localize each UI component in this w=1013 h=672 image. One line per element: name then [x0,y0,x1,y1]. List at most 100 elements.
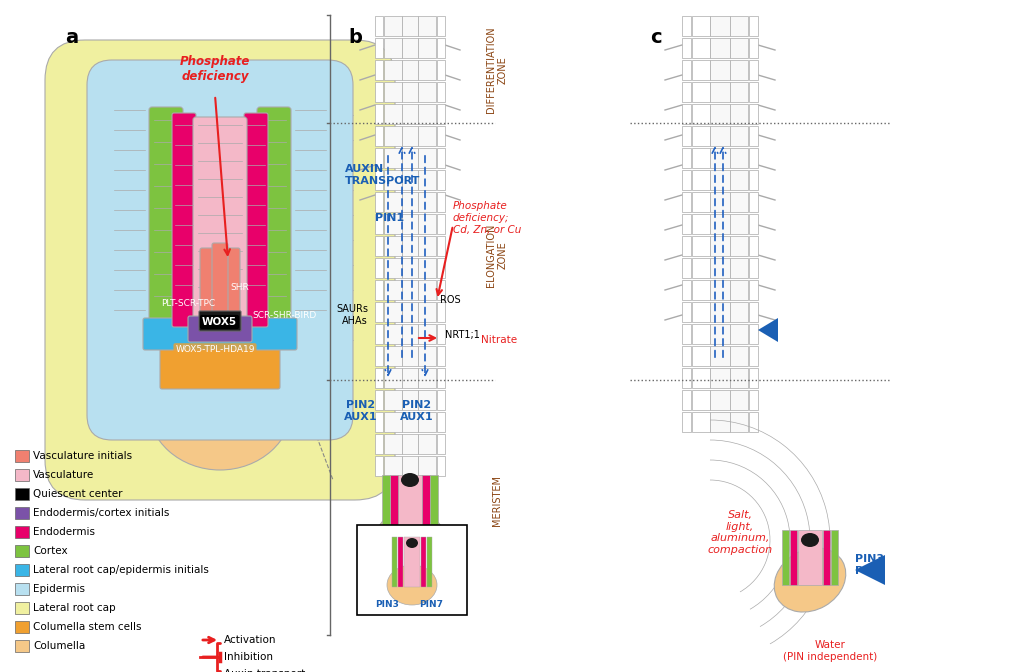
Text: Water
(PIN independent): Water (PIN independent) [783,640,877,662]
FancyBboxPatch shape [212,243,228,322]
FancyBboxPatch shape [375,324,383,344]
FancyBboxPatch shape [682,38,691,58]
FancyBboxPatch shape [692,170,710,190]
FancyBboxPatch shape [375,412,383,432]
FancyBboxPatch shape [418,192,436,212]
FancyBboxPatch shape [384,82,402,102]
FancyBboxPatch shape [418,236,436,256]
FancyBboxPatch shape [437,236,445,256]
Text: Vasculature: Vasculature [33,470,94,480]
Text: Quiescent center: Quiescent center [33,489,123,499]
FancyBboxPatch shape [790,530,797,585]
FancyBboxPatch shape [15,583,29,595]
FancyBboxPatch shape [384,214,402,234]
FancyBboxPatch shape [87,60,353,440]
FancyBboxPatch shape [402,16,418,36]
Text: Auxin transport: Auxin transport [224,669,305,672]
FancyBboxPatch shape [692,236,710,256]
FancyBboxPatch shape [749,280,758,300]
FancyBboxPatch shape [418,104,436,124]
FancyBboxPatch shape [392,537,397,587]
FancyBboxPatch shape [384,456,402,476]
FancyBboxPatch shape [437,16,445,36]
FancyBboxPatch shape [692,214,710,234]
FancyBboxPatch shape [710,38,730,58]
FancyBboxPatch shape [375,258,383,278]
Text: PIN3: PIN3 [375,600,399,609]
FancyBboxPatch shape [421,537,426,587]
FancyBboxPatch shape [682,82,691,102]
FancyBboxPatch shape [375,368,383,388]
FancyBboxPatch shape [402,236,418,256]
FancyBboxPatch shape [437,346,445,366]
FancyBboxPatch shape [749,390,758,410]
FancyBboxPatch shape [402,192,418,212]
FancyBboxPatch shape [437,60,445,80]
FancyBboxPatch shape [402,60,418,80]
FancyBboxPatch shape [15,602,29,614]
FancyBboxPatch shape [160,340,280,389]
FancyBboxPatch shape [710,126,730,146]
Text: Endodermis: Endodermis [33,527,95,537]
FancyBboxPatch shape [437,82,445,102]
FancyBboxPatch shape [710,82,730,102]
FancyBboxPatch shape [15,488,29,500]
FancyBboxPatch shape [375,60,383,80]
FancyBboxPatch shape [682,346,691,366]
FancyBboxPatch shape [384,148,402,168]
FancyBboxPatch shape [375,104,383,124]
FancyBboxPatch shape [418,302,436,322]
FancyBboxPatch shape [384,170,402,190]
FancyBboxPatch shape [437,170,445,190]
Text: Epidermis: Epidermis [33,584,85,594]
FancyBboxPatch shape [798,530,822,585]
FancyBboxPatch shape [710,192,730,212]
FancyBboxPatch shape [402,302,418,322]
FancyBboxPatch shape [402,412,418,432]
FancyBboxPatch shape [730,346,748,366]
Text: Columella: Columella [33,641,85,651]
Text: WOX5: WOX5 [202,317,237,327]
FancyBboxPatch shape [710,302,730,322]
Text: WOX5-TPL-HDA19: WOX5-TPL-HDA19 [175,345,254,354]
Text: Lateral root cap/epidermis initials: Lateral root cap/epidermis initials [33,565,209,575]
FancyBboxPatch shape [749,324,758,344]
FancyBboxPatch shape [375,236,383,256]
FancyBboxPatch shape [710,368,730,388]
FancyBboxPatch shape [375,434,383,454]
FancyBboxPatch shape [710,60,730,80]
FancyBboxPatch shape [692,258,710,278]
Ellipse shape [801,533,819,547]
FancyBboxPatch shape [749,192,758,212]
Text: Lateral root cap: Lateral root cap [33,603,115,613]
Text: MERISTEM: MERISTEM [492,474,502,526]
FancyBboxPatch shape [384,434,402,454]
FancyBboxPatch shape [692,412,710,432]
FancyBboxPatch shape [692,346,710,366]
Text: PLT-SCR-TPC: PLT-SCR-TPC [161,299,215,308]
FancyBboxPatch shape [730,324,748,344]
FancyBboxPatch shape [418,368,436,388]
FancyBboxPatch shape [710,170,730,190]
FancyBboxPatch shape [430,475,438,545]
FancyBboxPatch shape [149,107,183,328]
FancyBboxPatch shape [402,104,418,124]
FancyBboxPatch shape [692,38,710,58]
FancyBboxPatch shape [710,214,730,234]
FancyBboxPatch shape [15,564,29,576]
FancyBboxPatch shape [730,170,748,190]
FancyBboxPatch shape [437,192,445,212]
FancyBboxPatch shape [749,60,758,80]
FancyBboxPatch shape [831,530,838,585]
Text: Salt,
light,
aluminum,
compaction: Salt, light, aluminum, compaction [707,510,773,555]
FancyBboxPatch shape [710,324,730,344]
FancyBboxPatch shape [749,126,758,146]
FancyBboxPatch shape [172,113,196,327]
FancyBboxPatch shape [749,236,758,256]
FancyBboxPatch shape [384,324,402,344]
Text: SAURs
AHAs: SAURs AHAs [336,304,368,326]
Text: PIN2
AUX1: PIN2 AUX1 [344,400,378,421]
FancyBboxPatch shape [710,104,730,124]
FancyBboxPatch shape [710,258,730,278]
FancyBboxPatch shape [398,537,403,587]
